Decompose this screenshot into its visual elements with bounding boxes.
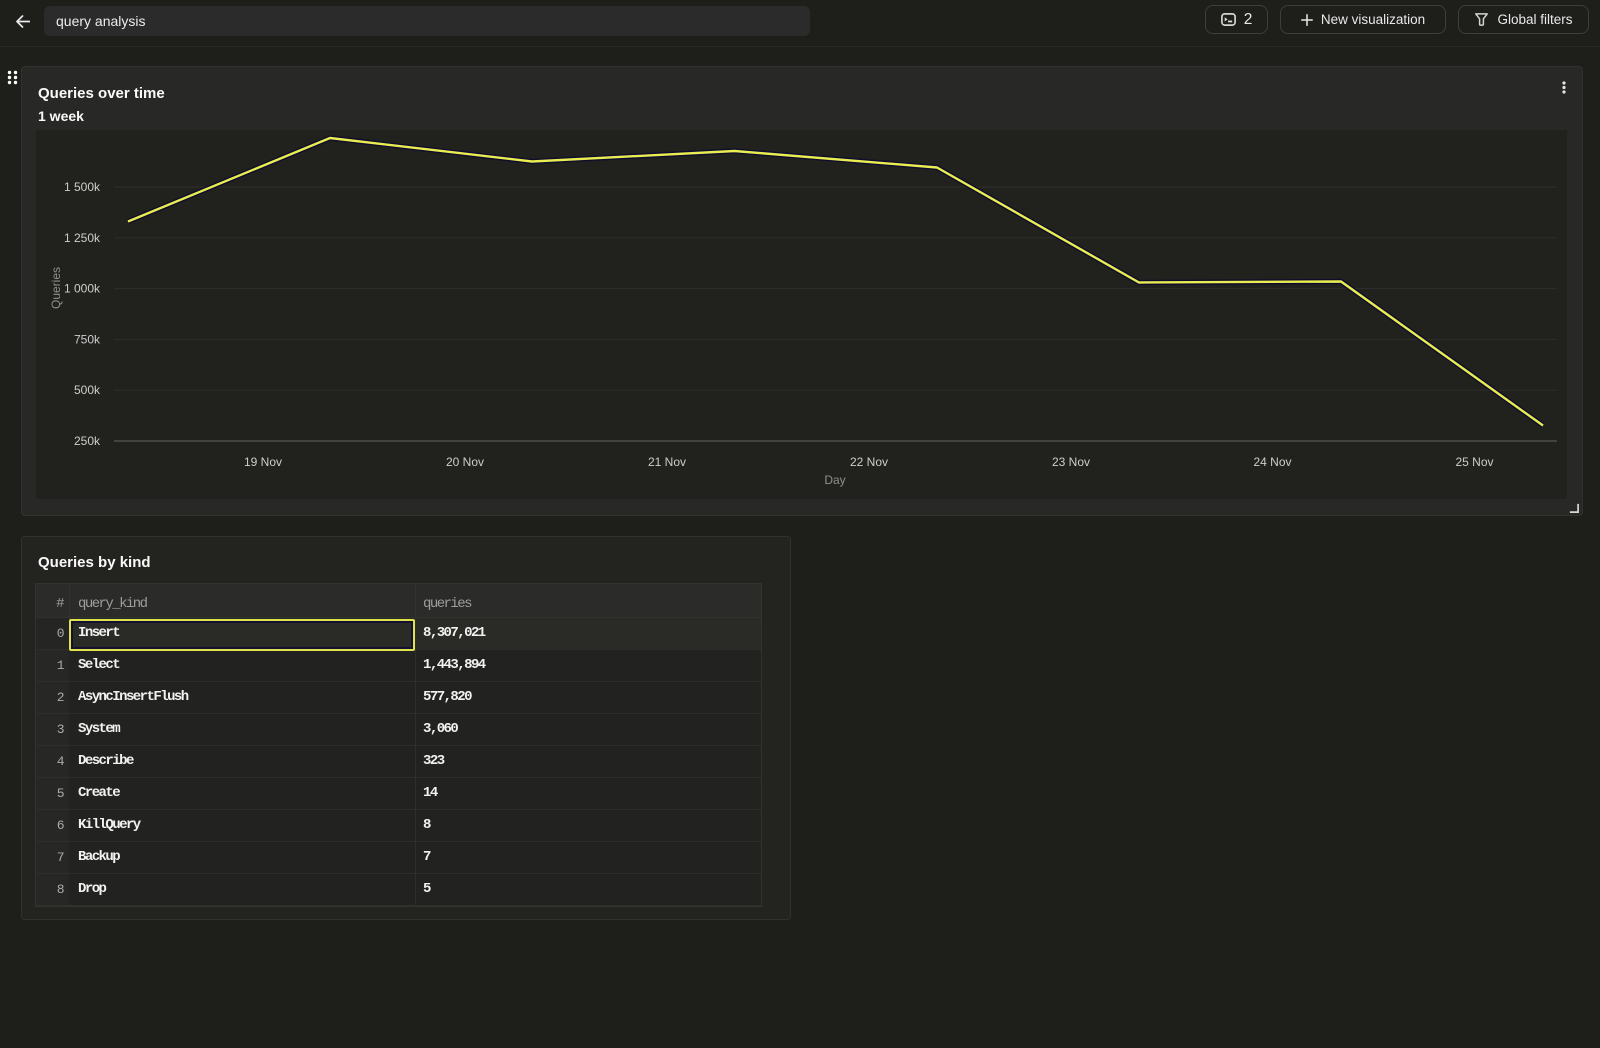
svg-text:Queries: Queries <box>49 267 63 309</box>
svg-text:Day: Day <box>824 473 845 487</box>
svg-text:25 Nov: 25 Nov <box>1455 455 1493 469</box>
svg-text:750k: 750k <box>74 332 101 346</box>
svg-text:21 Nov: 21 Nov <box>648 455 686 469</box>
svg-text:22 Nov: 22 Nov <box>850 455 888 469</box>
svg-text:24 Nov: 24 Nov <box>1253 455 1291 469</box>
svg-text:23 Nov: 23 Nov <box>1052 455 1090 469</box>
svg-text:1 000k: 1 000k <box>64 282 101 296</box>
svg-text:1 500k: 1 500k <box>64 180 101 194</box>
svg-text:500k: 500k <box>74 383 101 397</box>
svg-text:1 250k: 1 250k <box>64 231 101 245</box>
svg-text:19 Nov: 19 Nov <box>244 455 282 469</box>
svg-text:250k: 250k <box>74 434 101 448</box>
svg-text:20 Nov: 20 Nov <box>446 455 484 469</box>
